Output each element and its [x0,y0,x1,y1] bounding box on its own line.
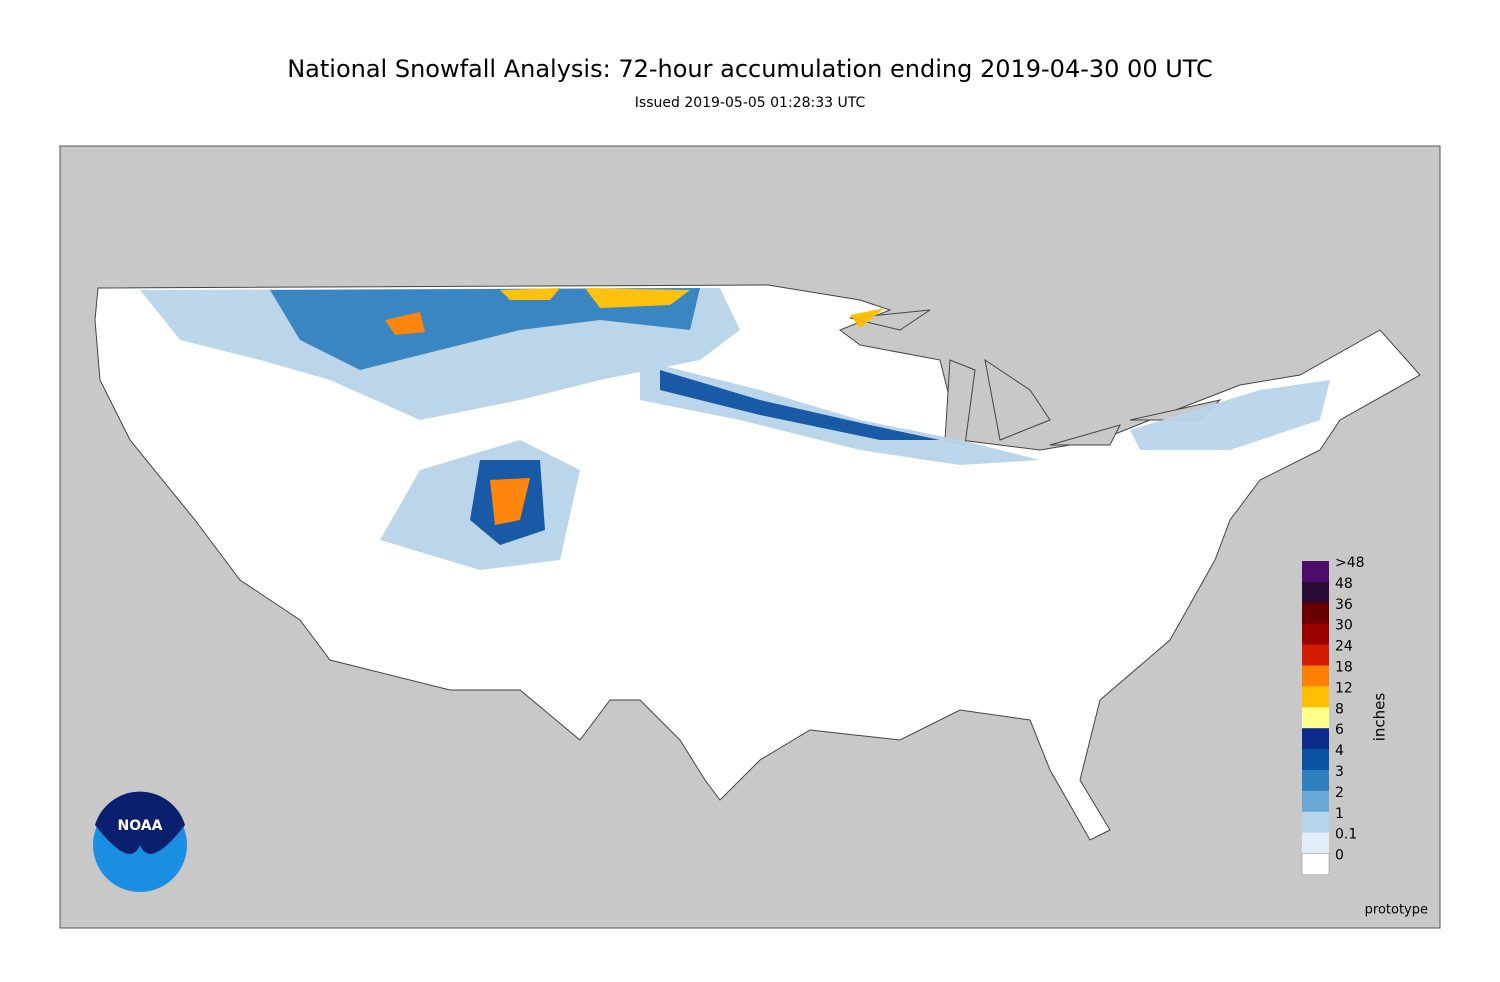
colorbar-label: 6 [1335,722,1344,738]
colorbar-label: >48 [1335,555,1365,571]
colorbar-swatch [1302,811,1329,833]
title: National Snowfall Analysis: 72-hour accu… [287,55,1213,83]
colorbar-label: 0.1 [1335,827,1357,843]
map [59,145,1441,929]
snow-areas [140,288,1330,570]
colorbar-label: 36 [1335,597,1353,613]
colorbar-swatch [1302,665,1329,687]
colorbar-swatch [1301,853,1330,876]
colorbar-swatch [1302,623,1329,645]
colorbar-swatch [1302,749,1329,771]
colorbar-label: 2 [1335,785,1344,801]
colorbar-label: 4 [1335,743,1344,759]
colorbar-label: 3 [1335,764,1344,780]
us-land [94,284,1421,841]
logo-top [95,791,185,854]
colorbar: inches >48 48 36 30 24 18 12 8 6 4 3 2 1 0.1 0 [1301,555,1389,876]
colorbar-swatch [1302,728,1329,750]
colorbar-swatch [1302,581,1329,604]
colorbar-label: 8 [1335,701,1344,717]
colorbar-swatch [1302,644,1329,666]
colorbar-swatch [1302,707,1329,729]
colorbar-label: 30 [1335,618,1353,634]
colorbar-swatch [1302,561,1329,583]
colorbar-label: 12 [1335,680,1353,696]
colorbar-label: 1 [1335,806,1344,822]
colorbar-label: 0 [1335,848,1344,864]
prototype-note: prototype [1365,903,1428,918]
colorbar-swatch [1302,790,1329,813]
logo-text: NOAA [118,818,163,834]
colorbar-label: 24 [1335,639,1353,655]
colorbar-swatch [1302,686,1329,708]
colorbar-swatch [1302,832,1329,854]
noaa-logo: NOAA [93,791,187,892]
colorbar-swatch [1302,602,1329,624]
colorbar-label: 48 [1335,576,1353,592]
colorbar-unit: inches [1371,693,1389,742]
subtitle: Issued 2019-05-05 01:28:33 UTC [635,95,866,111]
colorbar-label: 18 [1335,660,1353,676]
colorbar-swatch [1302,770,1329,792]
